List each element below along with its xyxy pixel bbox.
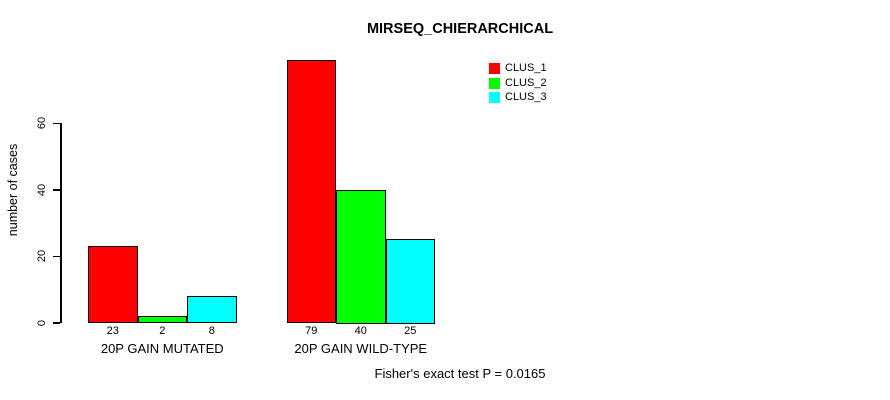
annotation-text: Fisher's exact test P = 0.0165 <box>374 366 546 381</box>
bar-value-label: 23 <box>106 325 119 337</box>
bar-value-label: 79 <box>305 325 318 337</box>
legend-swatch-icon <box>489 92 500 103</box>
legend-label: CLUS_1 <box>505 62 547 74</box>
chart-title: MIRSEQ_CHIERARCHICAL <box>366 21 554 37</box>
y-tick-label: 40 <box>36 183 48 196</box>
y-axis <box>60 123 62 323</box>
legend-label: CLUS_2 <box>505 76 547 89</box>
y-axis-label: number of cases <box>6 143 20 237</box>
legend-row: CLUS_1 <box>489 63 547 74</box>
legend: CLUS_1 CLUS_2 CLUS_3 <box>489 63 547 107</box>
y-tick-mark <box>53 122 60 124</box>
bar-value-label: 8 <box>208 325 215 337</box>
category-label-1: 20P GAIN MUTATED <box>100 341 224 356</box>
bar-clus_1-1 <box>88 246 138 324</box>
category-label-2: 20P GAIN WILD-TYPE <box>294 341 428 356</box>
y-tick-mark <box>53 189 60 191</box>
bar-clus_3-1 <box>187 295 237 324</box>
legend-row: CLUS_2 <box>489 76 547 89</box>
bar-value-label: 2 <box>159 325 166 337</box>
bar-clus_2-2 <box>336 189 386 324</box>
y-tick-mark <box>53 255 60 257</box>
legend-label: CLUS_3 <box>505 91 547 103</box>
legend-swatch-icon <box>489 63 500 74</box>
y-tick-label: 60 <box>36 116 48 130</box>
bar-clus_3-2 <box>385 239 435 324</box>
bar-value-label: 25 <box>404 325 417 337</box>
legend-row: CLUS_3 <box>489 92 547 103</box>
y-tick-label: 0 <box>36 319 48 326</box>
bar-clus_1-2 <box>286 59 336 324</box>
legend-swatch-icon <box>489 77 500 89</box>
bar-value-label: 40 <box>354 325 367 337</box>
y-tick-label: 20 <box>36 249 48 263</box>
bar-clus_2-1 <box>137 315 187 324</box>
y-tick-mark <box>53 322 60 324</box>
